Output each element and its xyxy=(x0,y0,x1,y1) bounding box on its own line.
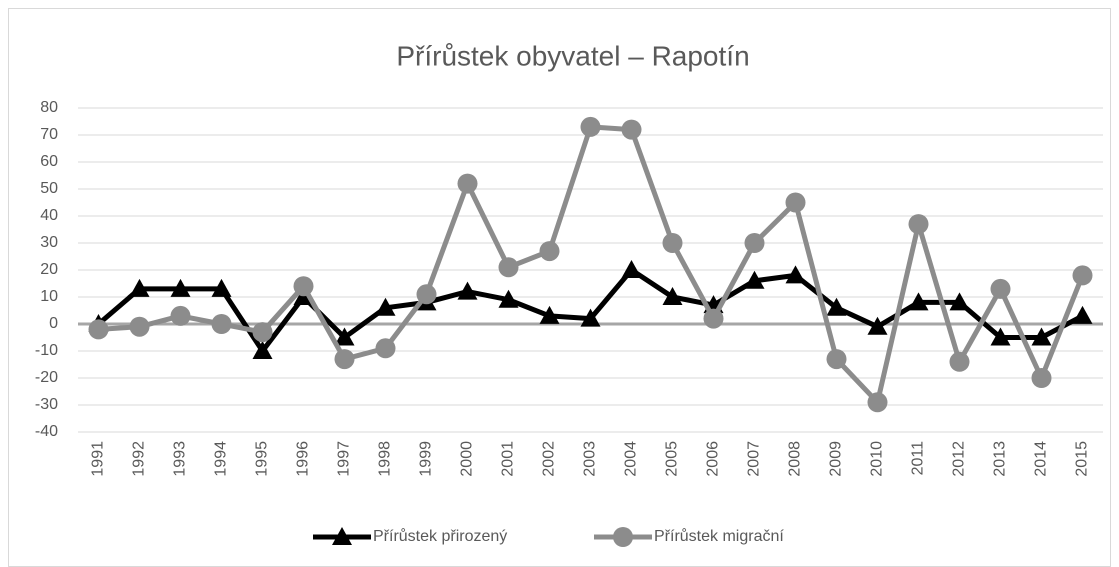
data-point xyxy=(1072,265,1093,286)
x-tick-label: 2007 xyxy=(746,441,763,477)
data-point xyxy=(785,192,806,213)
x-tick-label: 2008 xyxy=(787,441,804,477)
data-point xyxy=(908,214,929,235)
data-point xyxy=(129,316,150,337)
data-point xyxy=(211,278,232,297)
data-point xyxy=(334,327,355,346)
data-point xyxy=(826,349,847,370)
x-tick-label: 2011 xyxy=(910,441,927,476)
data-point xyxy=(416,284,437,305)
x-tick-label: 2010 xyxy=(869,441,886,477)
x-tick-label: 2006 xyxy=(705,441,722,477)
x-tick-label: 1991 xyxy=(90,441,107,477)
y-tick-label: 50 xyxy=(40,180,58,197)
data-point xyxy=(744,270,765,289)
x-tick-label: 2001 xyxy=(500,441,517,477)
chart-title: Přírůstek obyvatel – Rapotín xyxy=(396,40,749,71)
x-tick-label: 1993 xyxy=(172,441,189,477)
data-point xyxy=(990,278,1011,299)
y-tick-label: 30 xyxy=(40,234,58,251)
legend-label: Přírůstek přirozený xyxy=(373,527,507,545)
x-tick-label: 2015 xyxy=(1074,441,1091,477)
x-tick-label: 2003 xyxy=(582,441,599,477)
data-point xyxy=(621,119,642,140)
data-point xyxy=(1031,327,1052,346)
data-point xyxy=(826,297,847,316)
legend-label: Přírůstek migrační xyxy=(654,527,784,545)
x-tick-label: 2004 xyxy=(623,441,640,477)
x-tick-label: 2009 xyxy=(828,441,845,477)
data-point xyxy=(949,292,970,311)
data-point xyxy=(129,278,150,297)
y-tick-label: -10 xyxy=(35,342,58,359)
data-point xyxy=(867,316,888,335)
x-tick-label: 2013 xyxy=(992,441,1009,477)
x-tick-label: 2014 xyxy=(1033,441,1050,477)
data-point xyxy=(88,319,109,340)
data-point xyxy=(785,265,806,284)
y-tick-label: 80 xyxy=(40,99,58,116)
x-tick-label: 1996 xyxy=(295,441,312,477)
data-point xyxy=(252,322,273,343)
data-point xyxy=(170,305,191,326)
y-tick-label: 70 xyxy=(40,126,58,143)
y-tick-label: -30 xyxy=(35,396,58,413)
x-tick-label: 1995 xyxy=(254,441,271,477)
y-tick-label: -20 xyxy=(35,369,58,386)
data-point xyxy=(375,297,396,316)
data-point xyxy=(457,281,478,300)
y-tick-label: 60 xyxy=(40,153,58,170)
legend-marker xyxy=(332,527,352,545)
y-tick-label: -40 xyxy=(35,423,58,440)
x-tick-label: 1999 xyxy=(418,441,435,477)
data-point xyxy=(539,305,560,324)
y-tick-label: 40 xyxy=(40,207,58,224)
data-point xyxy=(662,287,683,305)
x-tick-label: 1994 xyxy=(213,441,230,477)
data-point xyxy=(621,260,642,278)
x-tick-label: 2005 xyxy=(664,441,681,477)
data-point xyxy=(1072,305,1093,324)
data-point xyxy=(293,276,314,297)
x-tick-label: 1997 xyxy=(336,441,353,477)
data-point xyxy=(662,233,683,253)
data-point xyxy=(498,289,519,308)
x-tick-label: 1992 xyxy=(131,441,148,477)
data-point xyxy=(211,314,232,334)
x-tick-label: 2012 xyxy=(951,441,968,477)
data-point xyxy=(990,327,1011,346)
data-point xyxy=(539,241,560,262)
data-point xyxy=(498,257,519,278)
data-point xyxy=(334,349,355,370)
data-point xyxy=(867,392,888,413)
y-tick-label: 10 xyxy=(40,288,58,305)
y-tick-label: 0 xyxy=(49,315,58,332)
data-point xyxy=(949,351,970,372)
data-point xyxy=(580,308,601,327)
x-tick-label: 1998 xyxy=(377,441,394,477)
data-point xyxy=(908,292,929,311)
data-point xyxy=(457,173,478,194)
data-point xyxy=(1031,368,1052,388)
x-tick-label: 2002 xyxy=(541,441,558,477)
data-point xyxy=(744,233,765,253)
data-point xyxy=(375,338,396,359)
data-point xyxy=(580,116,601,137)
x-tick-label: 2000 xyxy=(459,441,476,477)
data-point xyxy=(703,308,724,329)
data-point xyxy=(170,278,191,297)
legend-marker xyxy=(613,527,633,547)
y-tick-label: 20 xyxy=(40,261,58,278)
data-point xyxy=(252,341,273,359)
